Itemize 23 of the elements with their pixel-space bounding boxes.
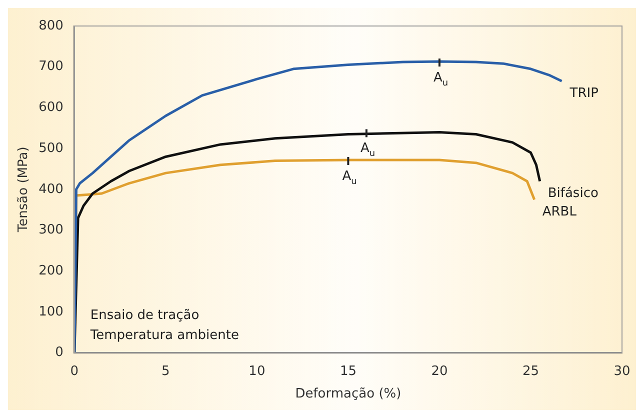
series-label: Bifásico — [548, 186, 598, 202]
series-label: TRIP — [568, 86, 599, 102]
y-tick-label: 0 — [55, 345, 64, 360]
y-tick-label: 200 — [38, 263, 64, 278]
series-label: ARBL — [542, 204, 578, 220]
x-tick-label: 0 — [70, 364, 79, 379]
y-tick-label: 400 — [38, 182, 64, 197]
y-tick-label: 700 — [38, 59, 64, 74]
y-tick-label: 300 — [38, 222, 64, 238]
y-tick-label: 600 — [38, 100, 64, 116]
y-axis-title: Tensão (MPa) — [16, 146, 32, 234]
y-tick-label: 500 — [38, 140, 64, 156]
x-tick-label: 5 — [162, 364, 170, 379]
annotation: Ensaio de tração — [90, 308, 200, 323]
x-tick-label: 20 — [431, 364, 448, 379]
y-tick-label: 100 — [38, 304, 64, 320]
x-tick-label: 15 — [340, 364, 356, 379]
x-tick-label: 25 — [522, 364, 540, 379]
x-tick-label: 10 — [248, 364, 266, 379]
x-axis-title: Deformação (%) — [295, 386, 402, 402]
annotation: Temperatura ambiente — [89, 328, 239, 343]
x-tick-label: 30 — [614, 364, 630, 379]
y-tick-label: 800 — [38, 18, 64, 34]
